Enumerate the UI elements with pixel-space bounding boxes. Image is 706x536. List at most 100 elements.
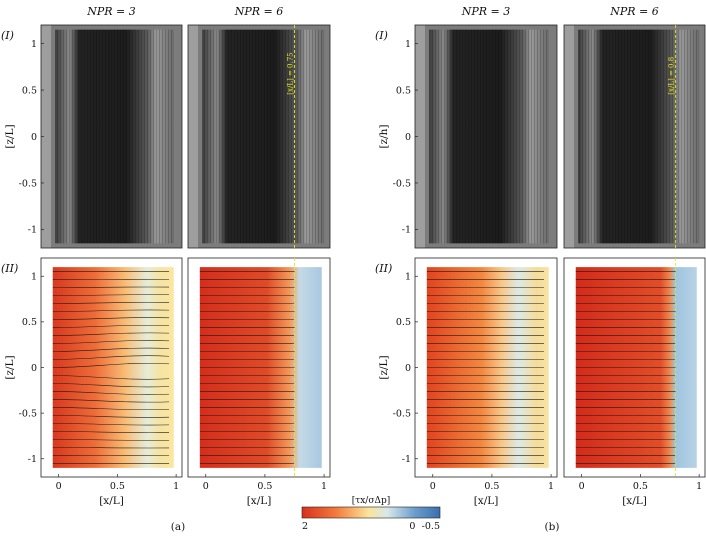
panel-title: NPR = 6 bbox=[609, 5, 659, 18]
streamline bbox=[52, 340, 170, 344]
x-axis-label: [x/L] bbox=[474, 495, 499, 507]
streamlines bbox=[426, 271, 544, 464]
streamline bbox=[52, 391, 170, 395]
x-axis-label: [x/L] bbox=[247, 495, 272, 507]
shock-annotation: [x/L] = 0.75 bbox=[287, 52, 295, 94]
group-label: (a) bbox=[171, 521, 185, 533]
y-tick-label: 0.5 bbox=[22, 85, 37, 96]
streamline bbox=[52, 383, 170, 388]
y-tick-label: 0 bbox=[405, 132, 411, 143]
y-tick-label: -1 bbox=[28, 225, 37, 236]
panel-title: NPR = 3 bbox=[461, 5, 511, 18]
panel-frame bbox=[563, 24, 706, 249]
y-tick-label: 0.5 bbox=[22, 317, 37, 328]
x-tick-label: 0.5 bbox=[633, 481, 648, 492]
x-tick-label: 1 bbox=[173, 481, 179, 492]
y-tick-label: 1 bbox=[405, 272, 411, 283]
y-tick-label: 0 bbox=[31, 132, 37, 143]
x-tick-label: 0 bbox=[579, 481, 585, 492]
row-label: (I) bbox=[375, 29, 388, 42]
y-axis-label: [z/L] bbox=[378, 355, 390, 379]
streamline bbox=[52, 301, 170, 304]
streak-texture bbox=[55, 29, 174, 244]
panel-a-1-0: [x/L] = 0.75 bbox=[187, 24, 331, 249]
shock-annotation: [x/L] = 0.8 bbox=[668, 57, 676, 95]
y-tick-label: -0.5 bbox=[19, 178, 37, 189]
y-tick-label: 0.5 bbox=[396, 85, 411, 96]
x-tick-label: 0 bbox=[430, 481, 436, 492]
window-edge bbox=[41, 25, 51, 248]
y-tick-label: 1 bbox=[405, 39, 411, 50]
panel-b-1-0: [x/L] = 0.8 bbox=[563, 24, 706, 249]
y-tick-label: -1 bbox=[28, 454, 37, 465]
row-label: (II) bbox=[375, 262, 392, 275]
x-axis-label: [x/L] bbox=[622, 495, 647, 507]
y-tick-label: -0.5 bbox=[393, 178, 411, 189]
y-tick-label: 0.5 bbox=[396, 317, 411, 328]
y-tick-label: 0 bbox=[405, 363, 411, 374]
panel-frame bbox=[187, 24, 331, 249]
streamline bbox=[52, 415, 170, 418]
streamline bbox=[52, 355, 170, 360]
panel-a-0-1: 1 0.5 0 -0.5 -1 [z/L] (II) 0 0.5 1 [x/L] bbox=[1, 257, 183, 507]
streamline bbox=[52, 347, 170, 352]
streamline bbox=[52, 363, 170, 368]
streamline bbox=[52, 399, 170, 403]
x-tick-label: 0.5 bbox=[257, 481, 272, 492]
streak-texture bbox=[202, 29, 325, 244]
row-label: (I) bbox=[1, 29, 14, 42]
y-axis-label: [z/L] bbox=[4, 124, 16, 148]
y-tick-label: -0.5 bbox=[19, 408, 37, 419]
colorbar-tick-label: -0.5 bbox=[422, 521, 440, 532]
streamline bbox=[52, 439, 170, 441]
colorbar-tick-label: 2 bbox=[302, 521, 308, 532]
streamline bbox=[52, 423, 170, 426]
panel-title: NPR = 3 bbox=[86, 5, 136, 18]
x-tick-label: 1 bbox=[696, 481, 702, 492]
y-axis-label: [z/L] bbox=[4, 355, 16, 379]
panel-title: NPR = 6 bbox=[234, 5, 284, 18]
y-tick-label: -1 bbox=[402, 454, 411, 465]
streamline bbox=[52, 324, 170, 328]
colorbar: [τx/σΔp] 2 0 -0.5 bbox=[301, 496, 441, 532]
window-edge bbox=[188, 25, 198, 248]
y-tick-label: 1 bbox=[31, 272, 37, 283]
streak-texture bbox=[429, 29, 549, 244]
colorbar-label: [τx/σΔp] bbox=[352, 496, 391, 506]
colorbar-gradient bbox=[301, 506, 441, 519]
y-tick-label: 1 bbox=[31, 39, 37, 50]
streamlines bbox=[52, 271, 170, 464]
row-label: (II) bbox=[1, 262, 18, 275]
streamlines bbox=[199, 271, 295, 464]
x-tick-label: 0 bbox=[56, 481, 62, 492]
x-tick-label: 0 bbox=[203, 481, 209, 492]
x-tick-label: 1 bbox=[321, 481, 327, 492]
streamline bbox=[52, 431, 170, 434]
y-tick-label: -0.5 bbox=[393, 408, 411, 419]
y-tick-label: 0 bbox=[31, 363, 37, 374]
streamline bbox=[52, 317, 170, 320]
streamline bbox=[52, 294, 170, 296]
friction-field bbox=[52, 267, 174, 468]
streamline bbox=[52, 286, 170, 288]
streamline bbox=[52, 309, 170, 312]
streamline bbox=[52, 447, 170, 449]
streamline bbox=[52, 332, 170, 336]
window-edge bbox=[415, 25, 425, 248]
x-tick-label: 0.5 bbox=[484, 481, 499, 492]
streamlines bbox=[575, 271, 676, 464]
panel-frame bbox=[563, 257, 706, 478]
streamline bbox=[52, 375, 170, 380]
panel-frame bbox=[187, 257, 331, 478]
streak-texture bbox=[578, 29, 700, 244]
panel-b-1-1: 0 0.5 1 [x/L] bbox=[563, 257, 706, 507]
x-tick-label: 0.5 bbox=[110, 481, 125, 492]
x-axis-label: [x/L] bbox=[99, 495, 124, 507]
panel-a-0-0: 1 0.5 0 -0.5 -1 [z/L] (I) bbox=[1, 24, 183, 249]
panel-b-0-0: 1 0.5 0 -0.5 -1 [z/h] (I) bbox=[375, 24, 558, 249]
panel-b-0-1: 1 0.5 0 -0.5 -1 [z/L] (II) 0 0.5 1 [x/L] bbox=[375, 257, 558, 507]
x-tick-label: 1 bbox=[548, 481, 554, 492]
y-axis-label: [z/h] bbox=[378, 124, 390, 148]
colorbar-tick-label: 0 bbox=[409, 521, 415, 532]
